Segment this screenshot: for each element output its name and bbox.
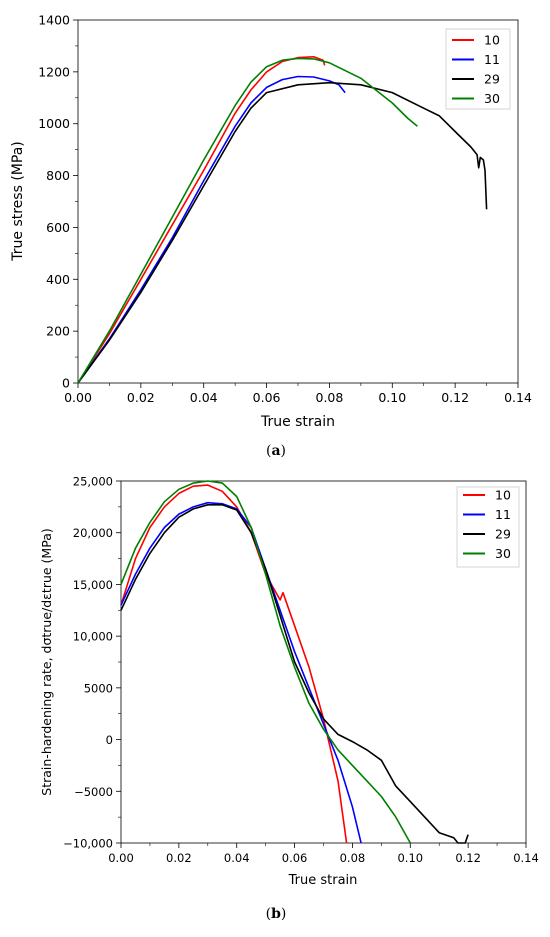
- panel-b-caption: (b): [266, 906, 287, 922]
- panel-a-legend-label-29: 29: [484, 72, 500, 87]
- panel-a-xtick-label: 0.00: [64, 390, 92, 405]
- panel-b-lines: [120, 480, 469, 844]
- panel-b-xtick-label: 0.00: [108, 851, 134, 865]
- panel-a-xtick-label: 0.04: [190, 390, 218, 405]
- panel-a-caption-letter: a: [271, 443, 280, 459]
- panel-b-legend-label-30: 30: [495, 546, 511, 561]
- panel-b-ytick-label: 10,000: [73, 630, 113, 644]
- panel-b-legend-label-11: 11: [495, 507, 511, 522]
- panel-b-xlabel: True strain: [288, 873, 358, 888]
- panel-a-legend-label-11: 11: [484, 52, 500, 67]
- panel-b-legend-label-10: 10: [495, 488, 511, 503]
- panel-b-ytick-label: 15,000: [73, 578, 113, 592]
- panel-b-series-29-line: [120, 503, 469, 844]
- panel-a-series-30-line: [77, 57, 418, 384]
- panel-a-xtick-label: 0.02: [127, 390, 155, 405]
- panel-b-xtick-label: 0.06: [282, 851, 308, 865]
- panel-a-lines: [77, 55, 488, 384]
- panel-a-ytick-label: 200: [46, 324, 70, 339]
- panel-a-ytick-label: 800: [46, 168, 70, 183]
- panel-a-caption: (a): [266, 443, 286, 459]
- panel-b-xtick-label: 0.08: [340, 851, 366, 865]
- panel-a-ytick-label: 1400: [38, 13, 70, 28]
- panel-b-ytick-label: −10,000: [63, 837, 113, 851]
- panel-a-xtick-label: 0.12: [441, 390, 469, 405]
- panel-b-legend: 10 11 29 30: [456, 486, 520, 568]
- panel-b-ytick-label: −5000: [74, 785, 113, 799]
- panel-a-xtick-label: 0.06: [253, 390, 281, 405]
- panel-a-ytick-label: 400: [46, 272, 70, 287]
- panel-b-xtick-label: 0.12: [455, 851, 481, 865]
- panel-a-ticks: 0.00 0.02 0.04 0.06 0.08 0.10 0.12 0.14 0 200 400 6…: [38, 13, 532, 406]
- panel-a-legend-label-30: 30: [484, 91, 500, 106]
- panel-a-ytick-label: 600: [46, 220, 70, 235]
- panel-b-ytick-label: 25,000: [73, 475, 113, 489]
- panel-a-series-10-line: [77, 55, 326, 384]
- panel-b-legend-label-29: 29: [495, 527, 511, 542]
- panel-b-ylabel: Strain-hardening rate, dσtrue/dεtrue (MP…: [39, 528, 54, 795]
- panel-b-series-30-line: [120, 480, 411, 844]
- panel-b-xtick-label: 0.04: [224, 851, 250, 865]
- panel-a-ytick-label: 0: [62, 376, 70, 391]
- panel-a-xtick-label: 0.14: [504, 390, 532, 405]
- panel-a-series-11-line: [77, 75, 346, 384]
- panel-a-chart: 0.00 0.02 0.04 0.06 0.08 0.10 0.12 0.14 0 200 400 6…: [10, 13, 532, 460]
- panel-a-legend-label-10: 10: [484, 33, 500, 48]
- panel-a-xtick-label: 0.08: [316, 390, 344, 405]
- panel-b-ytick-label: 20,000: [73, 526, 113, 540]
- panel-b-series-11-line: [120, 501, 362, 844]
- panel-a-ytick-label: 1000: [38, 116, 70, 131]
- panel-a-xlabel: True strain: [260, 414, 335, 430]
- panel-b-xtick-label: 0.02: [166, 851, 192, 865]
- panel-b-ytick-label: 0: [106, 733, 113, 747]
- panel-a-legend: 10 11 29 30: [445, 28, 511, 110]
- panel-b-caption-letter: b: [271, 906, 281, 922]
- panel-a-ylabel: True stress (MPa): [10, 141, 26, 261]
- panel-a-ytick-label: 1200: [38, 64, 70, 79]
- panel-a-series-29-line: [77, 81, 488, 384]
- panel-b-ticks: 0.00 0.02 0.04 0.06 0.08 0.10 0.12 0.14 −10,000 −…: [63, 475, 539, 866]
- panel-b-series-10-line: [120, 484, 348, 844]
- panel-a-xtick-label: 0.10: [378, 390, 406, 405]
- panel-b-ytick-label: 5000: [84, 681, 113, 695]
- panel-b-chart: 0.00 0.02 0.04 0.06 0.08 0.10 0.12 0.14 −10,000 −…: [39, 475, 539, 923]
- panel-b-xtick-label: 0.10: [397, 851, 423, 865]
- panel-b-xtick-label: 0.14: [513, 851, 539, 865]
- panel-a-legend-box: [445, 28, 511, 110]
